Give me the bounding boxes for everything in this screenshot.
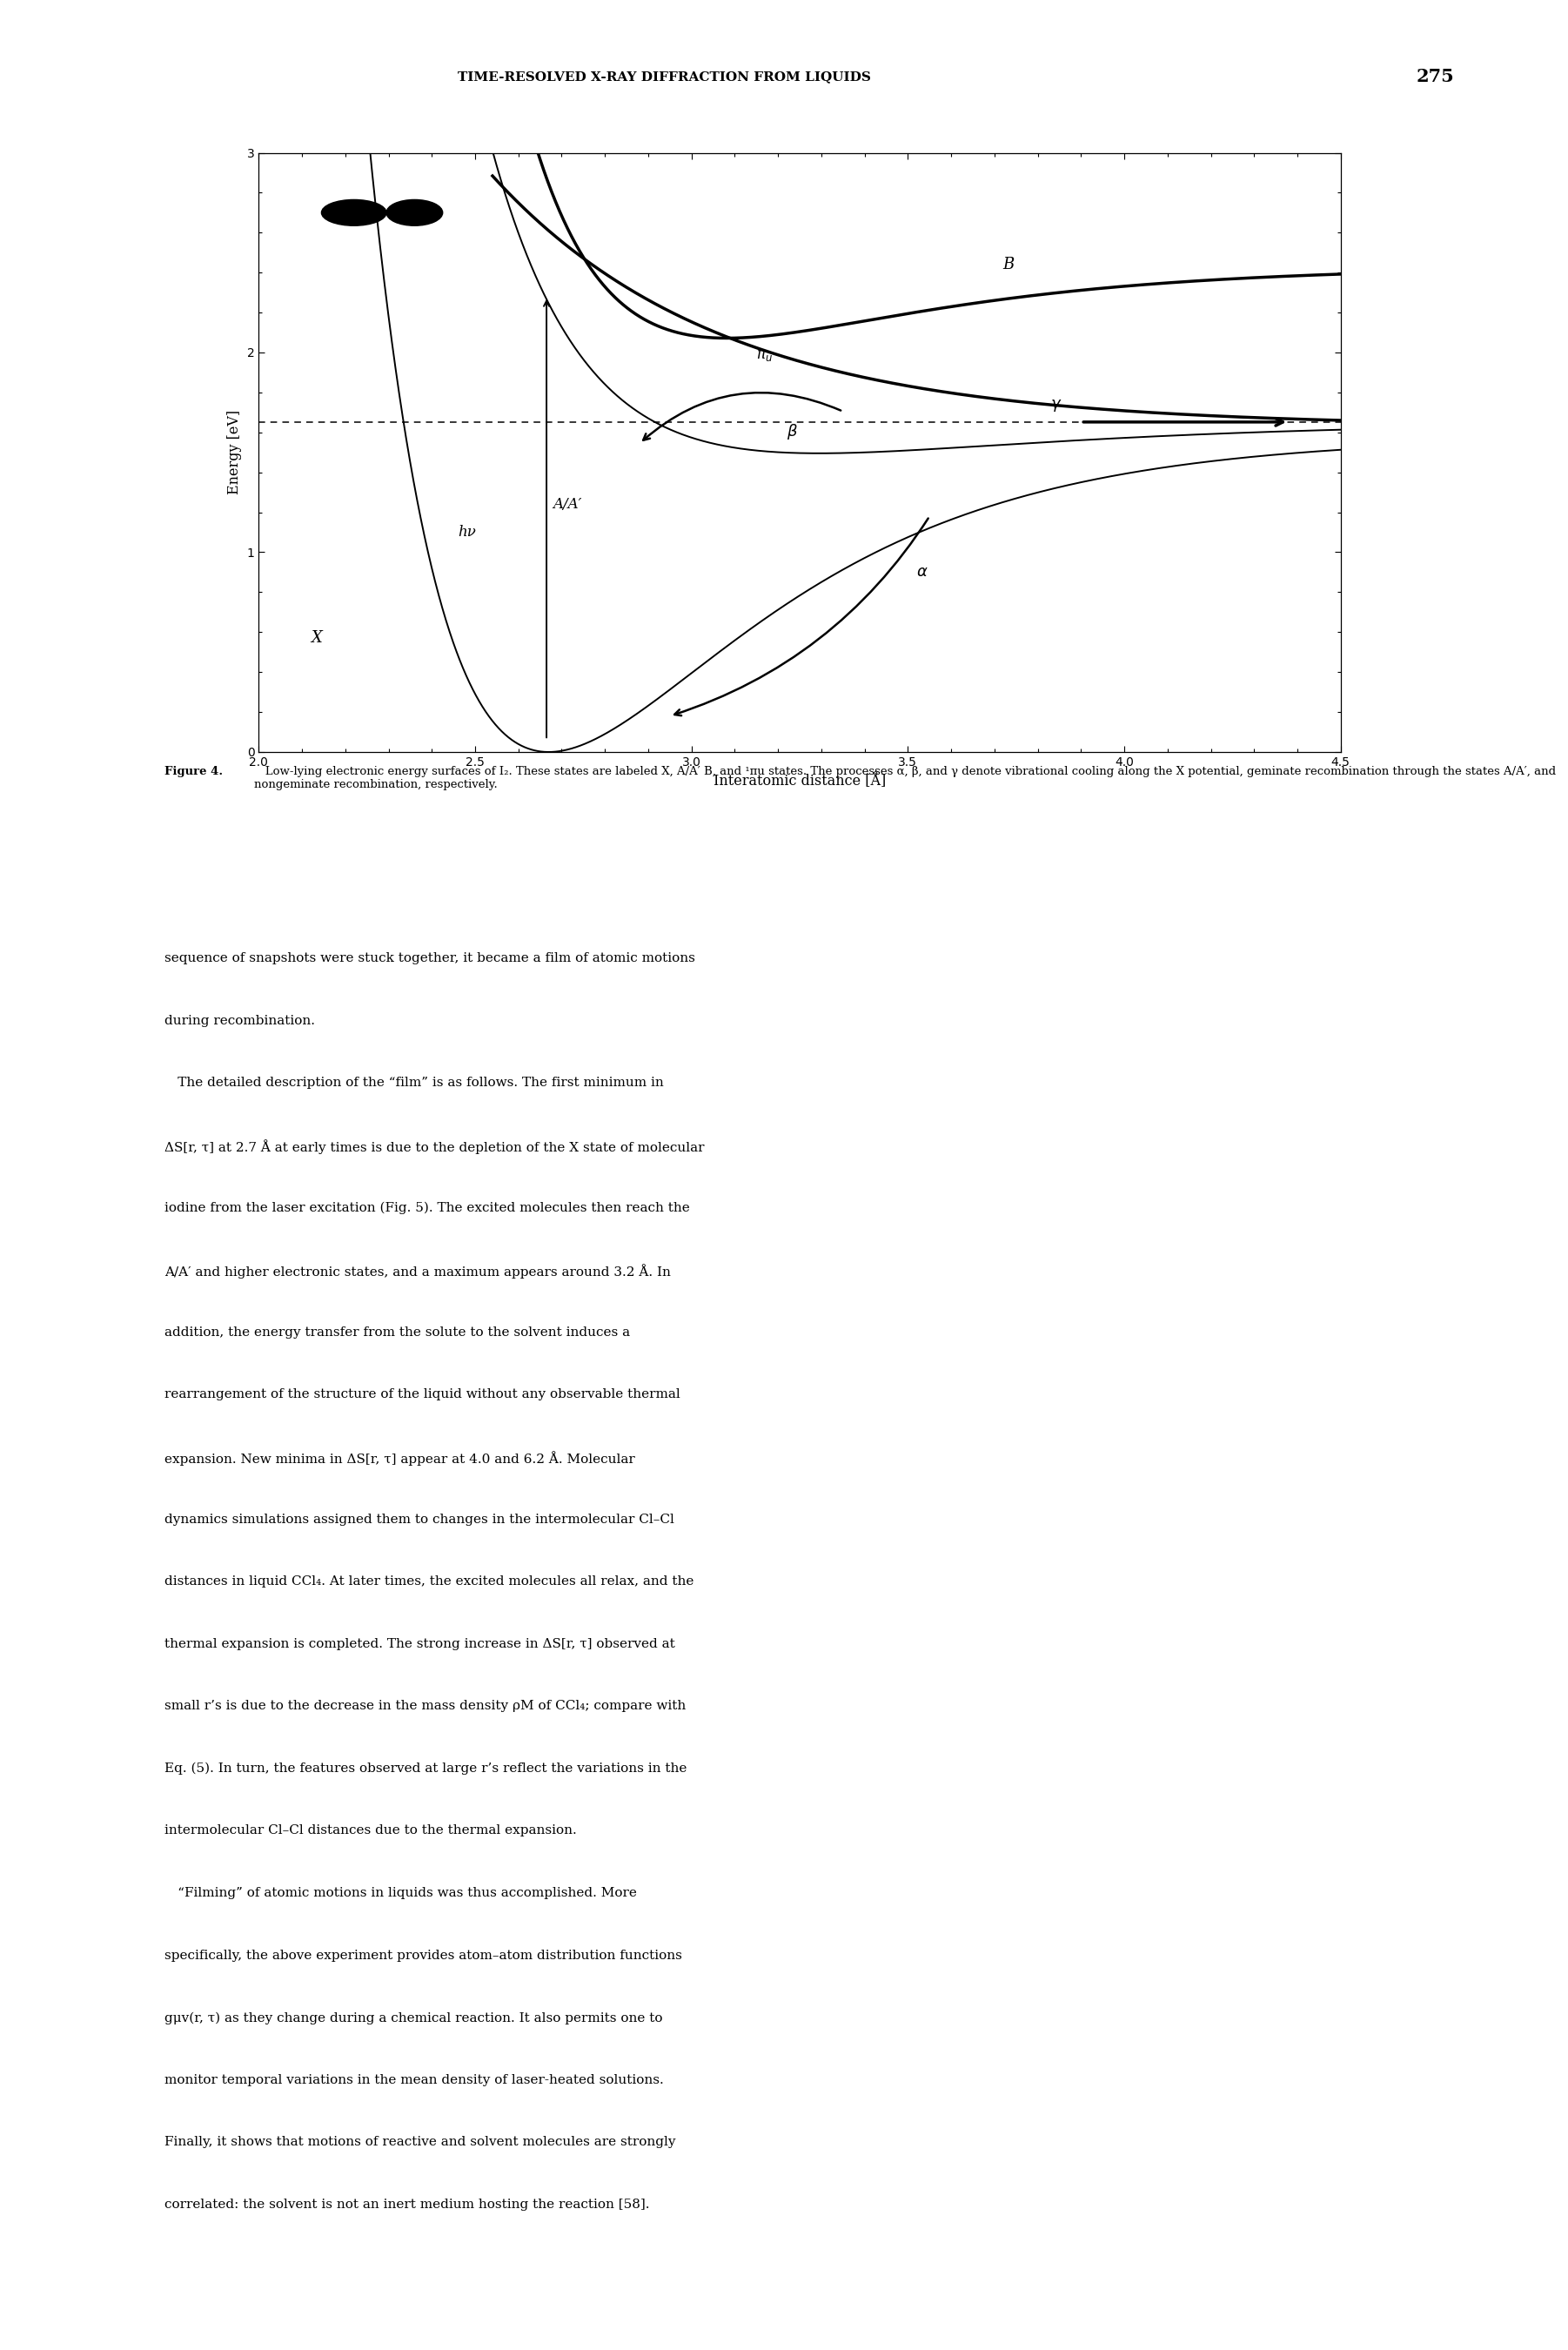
- Text: small r’s is due to the decrease in the mass density ρM of CCl₄; compare with: small r’s is due to the decrease in the …: [165, 1699, 687, 1713]
- Text: The detailed description of the “film” is as follows. The first minimum in: The detailed description of the “film” i…: [165, 1076, 663, 1090]
- Text: gμv(r, τ) as they change during a chemical reaction. It also permits one to: gμv(r, τ) as they change during a chemic…: [165, 2012, 663, 2023]
- Text: distances in liquid CCl₄. At later times, the excited molecules all relax, and t: distances in liquid CCl₄. At later times…: [165, 1574, 695, 1589]
- Text: Low-lying electronic energy surfaces of I₂. These states are labeled X, A/A′ B, : Low-lying electronic energy surfaces of …: [254, 766, 1555, 790]
- Text: rearrangement of the structure of the liquid without any observable thermal: rearrangement of the structure of the li…: [165, 1389, 681, 1401]
- Ellipse shape: [386, 200, 442, 226]
- Text: B: B: [1004, 256, 1014, 273]
- Text: during recombination.: during recombination.: [165, 1015, 315, 1027]
- Text: A/A′: A/A′: [554, 496, 582, 512]
- Text: addition, the energy transfer from the solute to the solvent induces a: addition, the energy transfer from the s…: [165, 1325, 630, 1340]
- Text: dynamics simulations assigned them to changes in the intermolecular Cl–Cl: dynamics simulations assigned them to ch…: [165, 1513, 674, 1525]
- Text: correlated: the solvent is not an inert medium hosting the reaction [58].: correlated: the solvent is not an inert …: [165, 2200, 649, 2211]
- Text: $\beta$: $\beta$: [787, 423, 798, 442]
- Text: “Filming” of atomic motions in liquids was thus accomplished. More: “Filming” of atomic motions in liquids w…: [165, 1887, 637, 1899]
- Text: monitor temporal variations in the mean density of laser-heated solutions.: monitor temporal variations in the mean …: [165, 2075, 663, 2087]
- Ellipse shape: [321, 200, 386, 226]
- Text: iodine from the laser excitation (Fig. 5). The excited molecules then reach the: iodine from the laser excitation (Fig. 5…: [165, 1201, 690, 1215]
- Text: expansion. New minima in ΔS[r, τ] appear at 4.0 and 6.2 Å. Molecular: expansion. New minima in ΔS[r, τ] appear…: [165, 1450, 635, 1466]
- Text: Eq. (5). In turn, the features observed at large r’s reflect the variations in t: Eq. (5). In turn, the features observed …: [165, 1762, 687, 1774]
- Text: hν: hν: [458, 524, 477, 540]
- Text: $\gamma$: $\gamma$: [1051, 397, 1063, 414]
- Text: intermolecular Cl–Cl distances due to the thermal expansion.: intermolecular Cl–Cl distances due to th…: [165, 1824, 577, 1838]
- Text: thermal expansion is completed. The strong increase in ΔS[r, τ] observed at: thermal expansion is completed. The stro…: [165, 1638, 676, 1650]
- Text: Finally, it shows that motions of reactive and solvent molecules are strongly: Finally, it shows that motions of reacti…: [165, 2136, 676, 2148]
- Text: sequence of snapshots were stuck together, it became a film of atomic motions: sequence of snapshots were stuck togethe…: [165, 952, 695, 963]
- Y-axis label: Energy [eV]: Energy [eV]: [227, 411, 241, 494]
- Text: $\pi_u$: $\pi_u$: [756, 348, 773, 362]
- Text: specifically, the above experiment provides atom–atom distribution functions: specifically, the above experiment provi…: [165, 1948, 682, 1962]
- Text: X: X: [310, 630, 321, 646]
- Text: TIME-RESOLVED X-RAY DIFFRACTION FROM LIQUIDS: TIME-RESOLVED X-RAY DIFFRACTION FROM LIQ…: [458, 70, 870, 82]
- Text: ΔS[r, τ] at 2.7 Å at early times is due to the depletion of the X state of molec: ΔS[r, τ] at 2.7 Å at early times is due …: [165, 1140, 704, 1154]
- Text: $\alpha$: $\alpha$: [917, 564, 928, 580]
- Text: A/A′ and higher electronic states, and a maximum appears around 3.2 Å. In: A/A′ and higher electronic states, and a…: [165, 1264, 671, 1278]
- X-axis label: Interatomic distance [Å]: Interatomic distance [Å]: [713, 773, 886, 790]
- Text: Figure 4.: Figure 4.: [165, 766, 223, 778]
- Text: 275: 275: [1416, 68, 1455, 85]
